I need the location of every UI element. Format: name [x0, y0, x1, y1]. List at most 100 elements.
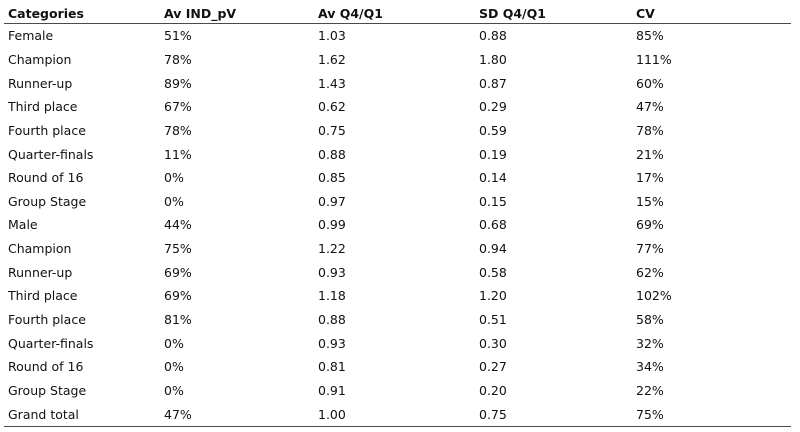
- category-cell: Male: [8, 217, 38, 233]
- cv-cell: 17%: [636, 170, 664, 186]
- category-cell: Grand total: [4, 402, 160, 427]
- av-q4-q1-cell: 0.62: [318, 99, 346, 115]
- table-body: Female 51% 1.03 0.88 85% Champion 78% 1.62 1.80 1…: [4, 24, 791, 427]
- category-cell: Quarter-finals: [8, 146, 94, 162]
- cv-cell: 47%: [636, 99, 664, 115]
- av-ind-pv-cell: 47%: [160, 402, 314, 427]
- cv-cell: 60%: [636, 75, 664, 91]
- cv-cell: 32%: [636, 335, 664, 351]
- table-row: Runner-up 69% 0.93 0.58 62%: [4, 260, 791, 284]
- av-q4-q1-cell: 0.93: [318, 264, 346, 280]
- sd-q4-q1-cell: 0.88: [479, 28, 507, 44]
- cv-cell: 34%: [636, 359, 664, 375]
- category-cell: Third place: [8, 288, 78, 304]
- sd-q4-q1-cell: 0.27: [479, 359, 507, 375]
- sd-q4-q1-cell: 0.87: [479, 75, 507, 91]
- sd-q4-q1-cell: 0.30: [479, 335, 507, 351]
- table-row: Runner-up 89% 1.43 0.87 60%: [4, 71, 791, 95]
- cv-cell: 78%: [636, 122, 664, 138]
- av-q4-q1-cell: 0.93: [318, 335, 346, 351]
- av-ind-pv-cell: 69%: [164, 288, 192, 304]
- category-cell: Runner-up: [8, 75, 73, 91]
- av-q4-q1-cell: 0.88: [318, 312, 346, 327]
- header-categories: Categories: [4, 3, 160, 24]
- sd-q4-q1-cell: 0.94: [479, 241, 507, 257]
- av-q4-q1-cell: 0.99: [318, 217, 346, 233]
- table-row: Fourth place 78% 0.75 0.59 78%: [4, 119, 791, 143]
- sd-q4-q1-cell: 1.20: [479, 288, 507, 304]
- av-q4-q1-cell: 0.81: [318, 359, 346, 375]
- cv-cell: 85%: [636, 28, 664, 44]
- av-ind-pv-cell: 69%: [164, 264, 192, 280]
- header-av-ind-pv: Av IND_pV: [160, 3, 314, 24]
- av-ind-pv-cell: 0%: [164, 335, 184, 351]
- cv-cell: 111%: [636, 51, 672, 67]
- cv-cell: 21%: [636, 146, 664, 162]
- cv-cell: 69%: [636, 217, 664, 233]
- av-q4-q1-cell: 1.03: [318, 28, 346, 44]
- sd-q4-q1-cell: 0.75: [475, 402, 632, 427]
- sd-q4-q1-cell: 0.59: [479, 122, 507, 138]
- table-row: Group Stage 0% 0.91 0.20 22%: [4, 379, 791, 403]
- av-q4-q1-cell: 0.75: [318, 122, 346, 138]
- category-cell: Champion: [8, 51, 72, 67]
- cv-cell: 62%: [636, 264, 664, 280]
- table-row: Round of 16 0% 0.81 0.27 34%: [4, 355, 791, 379]
- av-q4-q1-cell: 1.00: [314, 402, 475, 427]
- cv-cell: 75%: [632, 402, 791, 427]
- table-header-row: Categories Av IND_pV Av Q4/Q1 SD Q4/Q1 C…: [4, 3, 791, 24]
- sd-q4-q1-cell: 0.29: [479, 99, 507, 115]
- av-q4-q1-cell: 0.97: [318, 193, 346, 209]
- av-q4-q1-cell: 1.22: [318, 241, 346, 257]
- category-cell: Runner-up: [8, 264, 73, 280]
- sd-q4-q1-cell: 0.15: [479, 193, 507, 209]
- av-ind-pv-cell: 78%: [164, 51, 192, 67]
- av-ind-pv-cell: 0%: [164, 193, 184, 209]
- av-ind-pv-cell: 11%: [164, 146, 192, 162]
- sd-q4-q1-cell: 0.20: [479, 382, 507, 398]
- table-row: Third place 69% 1.18 1.20 102%: [4, 284, 791, 308]
- sd-q4-q1-cell: 0.14: [479, 170, 507, 186]
- av-ind-pv-cell: 0%: [164, 170, 184, 186]
- category-cell: Quarter-finals: [8, 335, 94, 351]
- av-ind-pv-cell: 51%: [164, 28, 192, 44]
- sd-q4-q1-cell: 0.58: [479, 264, 507, 280]
- table-row: Fourth place 81% 0.88 0.51 58%: [4, 308, 791, 332]
- sd-q4-q1-cell: 1.80: [479, 51, 507, 67]
- av-ind-pv-cell: 67%: [164, 99, 192, 115]
- av-ind-pv-cell: 78%: [164, 122, 192, 138]
- av-q4-q1-cell: 0.85: [318, 170, 346, 186]
- av-q4-q1-cell: 1.18: [318, 288, 346, 304]
- header-cv: CV: [632, 3, 791, 24]
- table-row: Male 44% 0.99 0.68 69%: [4, 213, 791, 237]
- header-av-q4-q1: Av Q4/Q1: [314, 3, 475, 24]
- av-ind-pv-cell: 89%: [164, 75, 192, 91]
- av-q4-q1-cell: 1.62: [318, 51, 346, 67]
- sd-q4-q1-cell: 0.19: [479, 146, 507, 162]
- category-cell: Group Stage: [8, 382, 87, 398]
- category-cell: Round of 16: [8, 170, 84, 186]
- av-ind-pv-cell: 81%: [164, 312, 192, 327]
- table-row: Quarter-finals 0% 0.93 0.30 32%: [4, 331, 791, 355]
- av-ind-pv-cell: 75%: [164, 241, 192, 257]
- category-cell: Fourth place: [8, 122, 86, 138]
- table-row: Grand total 47% 1.00 0.75 75%: [4, 402, 791, 427]
- category-cell: Female: [8, 28, 54, 44]
- table-row: Third place 67% 0.62 0.29 47%: [4, 95, 791, 119]
- category-cell: Third place: [8, 99, 78, 115]
- cv-cell: 58%: [636, 312, 664, 327]
- cv-cell: 15%: [636, 193, 664, 209]
- table-row: Round of 16 0% 0.85 0.14 17%: [4, 166, 791, 190]
- av-ind-pv-cell: 44%: [164, 217, 192, 233]
- sd-q4-q1-cell: 0.68: [479, 217, 507, 233]
- data-table: Categories Av IND_pV Av Q4/Q1 SD Q4/Q1 C…: [4, 3, 791, 427]
- av-q4-q1-cell: 0.91: [318, 382, 346, 398]
- table-row: Female 51% 1.03 0.88 85%: [4, 24, 791, 48]
- category-cell: Fourth place: [8, 312, 86, 327]
- cv-cell: 102%: [636, 288, 672, 304]
- av-q4-q1-cell: 1.43: [318, 75, 346, 91]
- cv-cell: 77%: [636, 241, 664, 257]
- category-cell: Group Stage: [8, 193, 87, 209]
- av-q4-q1-cell: 0.88: [318, 146, 346, 162]
- header-sd-q4-q1: SD Q4/Q1: [475, 3, 632, 24]
